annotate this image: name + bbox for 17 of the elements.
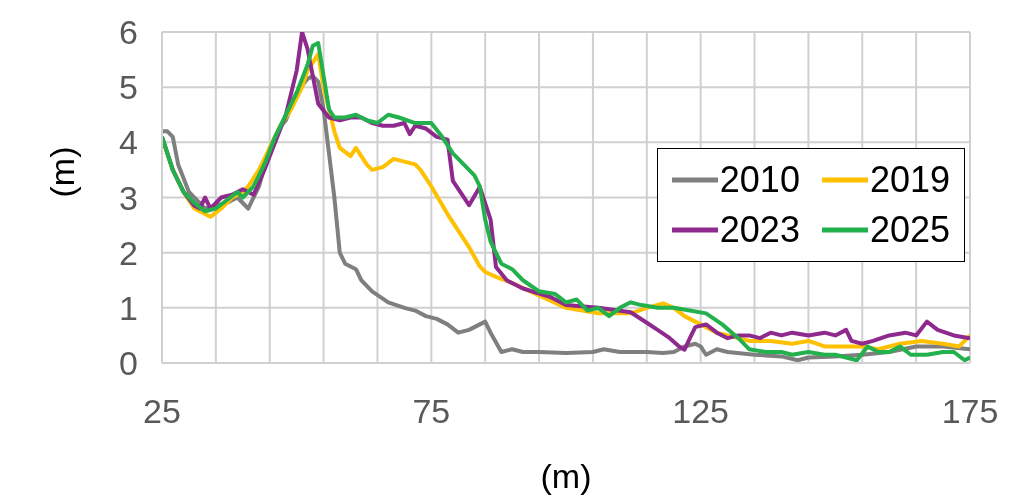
legend-label: 2023 — [719, 209, 800, 251]
y-tick-label: 3 — [119, 178, 138, 217]
legend-label: 2025 — [869, 209, 950, 251]
x-axis-title: (m) — [540, 457, 592, 495]
x-tick-label: 75 — [412, 392, 451, 431]
y-tick-label: 2 — [119, 233, 138, 272]
legend-label: 2019 — [869, 159, 950, 201]
legend-label: 2010 — [719, 159, 800, 201]
y-axis-title: (m) — [43, 146, 82, 198]
y-tick-label: 6 — [119, 13, 138, 52]
x-tick-label: 25 — [143, 392, 181, 431]
x-tick-label: 125 — [672, 392, 730, 431]
y-tick-label: 5 — [119, 68, 138, 107]
x-tick-label: 175 — [941, 392, 999, 431]
y-tick-label: 4 — [119, 123, 138, 162]
y-tick-label: 1 — [119, 288, 138, 327]
y-tick-label: 0 — [119, 344, 138, 383]
